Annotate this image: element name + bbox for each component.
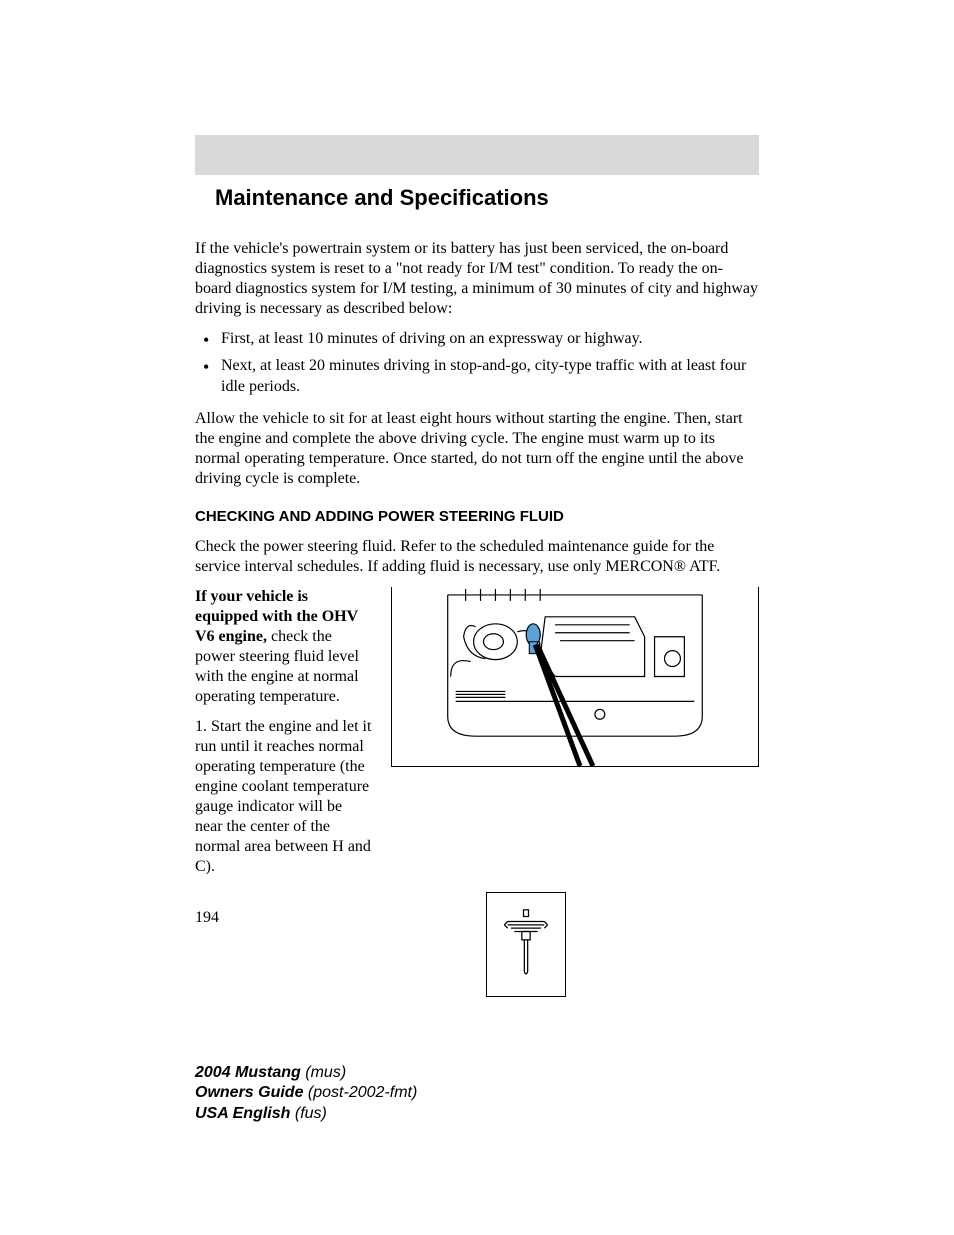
header-grey-band <box>195 135 759 175</box>
paragraph-ohv: If your vehicle is equipped with the OHV… <box>195 587 373 707</box>
engine-diagram <box>391 587 759 767</box>
paragraph-intro: If the vehicle's powertrain system or it… <box>195 239 759 319</box>
section-title: Maintenance and Specifications <box>195 179 759 239</box>
left-text-column: If your vehicle is equipped with the OHV… <box>195 587 373 887</box>
page-content: Maintenance and Specifications If the ve… <box>0 0 954 987</box>
paragraph-step1: 1. Start the engine and let it run until… <box>195 717 373 877</box>
footer-model: 2004 Mustang <box>195 1064 301 1081</box>
subheading-power-steering: CHECKING AND ADDING POWER STEERING FLUID <box>195 507 759 527</box>
footer-lang-code: (fus) <box>295 1105 327 1122</box>
bullet-item: First, at least 10 minutes of driving on… <box>221 329 759 350</box>
footer-model-code: (mus) <box>305 1064 346 1081</box>
dipstick-icon <box>501 904 551 984</box>
engine-svg <box>392 587 758 766</box>
diagram-column <box>391 587 759 887</box>
footer-line-1: 2004 Mustang (mus) <box>195 1063 417 1084</box>
dipstick-callout <box>486 892 566 997</box>
paragraph-check-fluid: Check the power steering fluid. Refer to… <box>195 537 759 577</box>
footer-guide-code: (post-2002-fmt) <box>308 1084 417 1101</box>
page-number: 194 <box>195 909 759 927</box>
footer-block: 2004 Mustang (mus) Owners Guide (post-20… <box>195 1063 417 1125</box>
driving-bullets: First, at least 10 minutes of driving on… <box>195 329 759 397</box>
paragraph-sit: Allow the vehicle to sit for at least ei… <box>195 409 759 489</box>
footer-line-3: USA English (fus) <box>195 1104 417 1125</box>
footer-line-2: Owners Guide (post-2002-fmt) <box>195 1083 417 1104</box>
two-column-section: If your vehicle is equipped with the OHV… <box>195 587 759 887</box>
footer-lang: USA English <box>195 1105 290 1122</box>
footer-guide: Owners Guide <box>195 1084 303 1101</box>
bullet-item: Next, at least 20 minutes driving in sto… <box>221 356 759 398</box>
